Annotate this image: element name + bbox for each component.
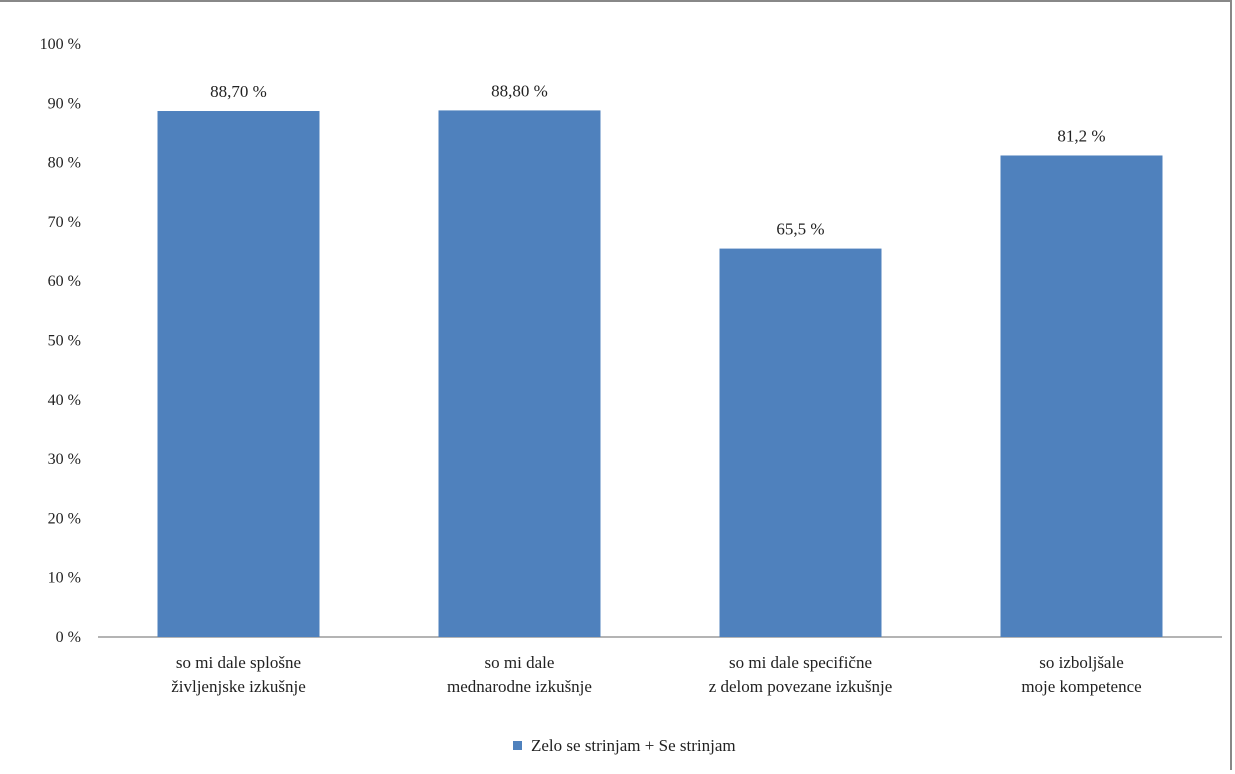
y-tick-label: 50 % <box>48 333 81 350</box>
data-label: 88,80 % <box>491 81 548 100</box>
category-label: so mi dale splošne <box>176 653 301 672</box>
bars <box>157 110 1163 637</box>
bar <box>438 110 601 637</box>
legend-swatch <box>513 741 522 750</box>
bar <box>1000 155 1163 637</box>
bar <box>157 111 320 637</box>
category-label: življenjske izkušnje <box>171 677 306 696</box>
category-label: so izboljšale <box>1039 653 1124 672</box>
y-axis-ticks: 0 % 10 % 20 % 30 % 40 % 50 % 60 % 70 % 80 % 90 % 1… <box>40 36 81 646</box>
y-tick-label: 90 % <box>48 95 81 112</box>
data-label: 88,70 % <box>210 82 267 101</box>
y-tick-label: 20 % <box>48 510 81 527</box>
category-label: moje kompetence <box>1021 677 1141 696</box>
y-tick-label: 60 % <box>48 273 81 290</box>
legend-label: Zelo se strinjam + Se strinjam <box>531 736 736 755</box>
legend: Zelo se strinjam + Se strinjam <box>513 736 736 755</box>
y-tick-label: 70 % <box>48 214 81 231</box>
y-tick-label: 30 % <box>48 451 81 468</box>
data-label: 81,2 % <box>1057 126 1105 145</box>
category-label: mednarodne izkušnje <box>447 677 592 696</box>
bar <box>719 248 882 637</box>
category-label: z delom povezane izkušnje <box>709 677 893 696</box>
category-label: so mi dale <box>485 653 555 672</box>
data-labels: 88,70 % 88,80 % 65,5 % 81,2 % <box>210 81 1105 238</box>
data-label: 65,5 % <box>776 220 824 239</box>
y-tick-label: 80 % <box>48 155 81 172</box>
y-tick-label: 10 % <box>48 570 81 587</box>
category-label: so mi dale specifične <box>729 653 872 672</box>
category-labels: so mi dale splošne življenjske izkušnje so… <box>171 653 1141 696</box>
y-tick-label: 40 % <box>48 392 81 409</box>
y-tick-label: 0 % <box>56 629 81 646</box>
y-tick-label: 100 % <box>40 36 81 53</box>
